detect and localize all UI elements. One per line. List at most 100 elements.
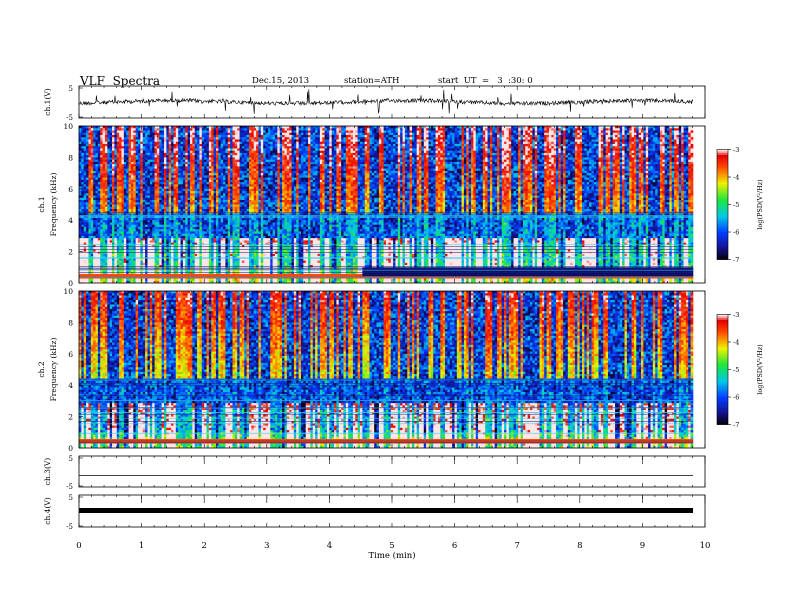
ch1-spectrogram-cell — [176, 238, 179, 241]
ch1-spectrogram-cell — [110, 238, 113, 241]
ch1-spectrogram-cell — [183, 238, 186, 241]
ch1-spectrogram-cell — [110, 196, 113, 199]
ch1-spectrogram-cell — [211, 207, 214, 210]
ch1-spectrogram-cell — [159, 196, 162, 199]
ch1-spectrogram-cell — [197, 160, 200, 163]
ch1-spectrogram-cell — [140, 263, 143, 266]
ch1-spectrogram-cell — [143, 238, 146, 241]
ch1-spectrogram-cell — [228, 146, 231, 149]
ch1-spectrogram-cell — [181, 231, 184, 234]
ch1-spectrogram-cell — [183, 274, 186, 277]
ch1-spectrogram-cell — [112, 202, 115, 205]
ch1-spectrogram-cell — [195, 173, 198, 176]
ch1-spectrogram-cell — [164, 234, 167, 237]
ch1-spectrogram-cell — [103, 175, 106, 178]
ch1-spectrogram-cell — [122, 189, 125, 192]
ch1-spectrogram-cell — [126, 164, 129, 167]
ch1-spectrogram-cell — [98, 175, 101, 178]
ch1-spectrogram-cell — [129, 184, 132, 187]
ch1-spectrogram-cell — [114, 229, 117, 232]
ch1-spectrogram-cell — [131, 272, 134, 275]
ch1-spectrogram-cell — [197, 209, 200, 212]
ch1-spectrogram-cell — [221, 142, 224, 145]
ch1-spectrogram-cell — [192, 263, 195, 266]
ch1-spectrogram-cell — [171, 151, 174, 154]
ch1-spectrogram-cell — [119, 187, 122, 190]
ch1-spectrogram-cell — [119, 135, 122, 138]
ch1-spectrogram-cell — [107, 254, 110, 257]
ch1-spectrogram-cell — [112, 191, 115, 194]
ch1-spectrogram-cell — [192, 220, 195, 223]
ch1-spectrogram-cell — [211, 193, 214, 196]
ch1-spectrogram-cell — [157, 180, 160, 183]
ch1-spectrogram-cell — [164, 160, 167, 163]
ch1-spectrogram-cell — [207, 202, 210, 205]
ch1-spectrogram-cell — [122, 272, 125, 275]
ch1-spectrogram-cell — [173, 142, 176, 145]
ch1-spectrogram-cell — [209, 166, 212, 169]
ch1-spectrogram-cell — [122, 218, 125, 221]
ch1-spectrogram-cell — [164, 142, 167, 145]
ch1-spectrogram-cell — [105, 130, 108, 133]
ch1-spectrogram-cell — [98, 160, 101, 163]
ch1-spectrogram-cell — [190, 144, 193, 147]
ch1-spectrogram-cell — [207, 231, 210, 234]
ch1-spectrogram-cell — [159, 160, 162, 163]
ch1-spectrogram-cell — [100, 234, 103, 237]
ch1-spectrogram-cell — [169, 231, 172, 234]
ch1-spectrogram-cell — [171, 142, 174, 145]
ch1-spectrogram-cell — [159, 218, 162, 221]
ch1-spectrogram-cell — [81, 202, 84, 205]
ch1-spectrogram-cell — [84, 272, 87, 275]
ch1-spectrogram-cell — [112, 261, 115, 264]
ch1-spectrogram-cell — [223, 191, 226, 194]
ch1-spectrogram-cell — [207, 137, 210, 140]
ch1-spectrogram-cell — [114, 261, 117, 264]
ch1-spectrogram-cell — [197, 180, 200, 183]
ch1-spectrogram-cell — [221, 169, 224, 172]
ch1-spectrogram-cell — [143, 279, 146, 282]
ch1-spectrogram-cell — [96, 254, 99, 257]
ch1-spectrogram-cell — [214, 164, 217, 167]
ch1-spectrogram-cell — [129, 227, 132, 230]
ch1-spectrogram-cell — [185, 169, 188, 172]
ch1-spectrogram-cell — [133, 184, 136, 187]
ch1-spectrogram-cell — [133, 240, 136, 243]
ch1-spectrogram-cell — [202, 144, 205, 147]
ch1-spectrogram-cell — [107, 193, 110, 196]
ch1-spectrogram-cell — [136, 279, 139, 282]
ch1-spectrogram-cell — [195, 148, 198, 151]
ch1-spectrogram-cell — [216, 202, 219, 205]
ch1-spectrogram-cell — [147, 162, 150, 165]
ch1-spectrogram-cell — [143, 182, 146, 185]
ch1-spectrogram-cell — [169, 160, 172, 163]
ch1-spectrogram-cell — [176, 189, 179, 192]
ch1-spectrogram-cell — [190, 229, 193, 232]
ch1-spectrogram-cell — [100, 231, 103, 234]
ch1-spectrogram-cell — [169, 191, 172, 194]
ch1-spectrogram-cell — [86, 133, 89, 136]
ch1-spectrogram-cell — [221, 222, 224, 225]
ch1-spectrogram-cell — [150, 254, 153, 257]
ch1-spectrogram-cell — [84, 162, 87, 165]
ch1-spectrogram-cell — [211, 151, 214, 154]
ch1-spectrogram-cell — [147, 130, 150, 133]
ch1-spectrogram-cell — [190, 191, 193, 194]
ch1-spectrogram-cell — [147, 220, 150, 223]
ch1-spectrogram-cell — [228, 180, 231, 183]
ch1-spectrogram-cell — [119, 236, 122, 239]
ch1-spectrogram-cell — [114, 173, 117, 176]
ch1-spectrogram-cell — [207, 151, 210, 154]
ch1-spectrogram-cell — [216, 231, 219, 234]
ch1-spectrogram-cell — [223, 220, 226, 223]
ch1-spectrogram-cell — [119, 180, 122, 183]
ch1-spectrogram-cell — [185, 222, 188, 225]
ch1-spectrogram-cell — [195, 162, 198, 165]
ch1-spectrogram-cell — [223, 193, 226, 196]
ch1-spectrogram-cell — [91, 191, 94, 194]
ch1-spectrogram-cell — [119, 175, 122, 178]
ch1-spectrogram-cell — [225, 135, 228, 138]
ch1-spectrogram-cell — [176, 240, 179, 243]
ch1-spectrogram-cell — [178, 180, 181, 183]
ch1-spectrogram-cell — [114, 227, 117, 230]
